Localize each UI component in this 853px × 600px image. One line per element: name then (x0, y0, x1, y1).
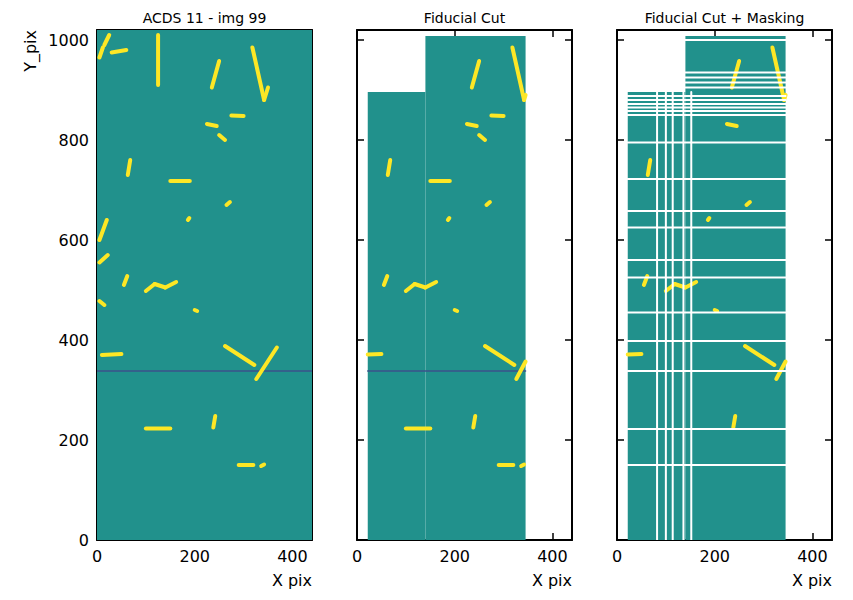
svg-text:400: 400 (277, 547, 308, 566)
svg-text:800: 800 (58, 131, 89, 150)
svg-text:ACDS 11 - img 99: ACDS 11 - img 99 (143, 10, 267, 26)
svg-text:0: 0 (352, 547, 362, 566)
svg-text:1000: 1000 (48, 31, 89, 50)
svg-text:X pix: X pix (272, 571, 312, 590)
svg-text:200: 200 (699, 547, 730, 566)
svg-text:X pix: X pix (532, 571, 572, 590)
svg-text:Fiducial Cut + Masking: Fiducial Cut + Masking (645, 10, 805, 26)
svg-text:Fiducial Cut: Fiducial Cut (424, 10, 506, 26)
svg-text:600: 600 (58, 231, 89, 250)
svg-text:200: 200 (179, 547, 210, 566)
svg-text:0: 0 (612, 547, 622, 566)
svg-text:X pix: X pix (792, 571, 832, 590)
svg-text:0: 0 (92, 547, 102, 566)
svg-text:0: 0 (79, 531, 89, 550)
svg-text:400: 400 (537, 547, 568, 566)
svg-text:Y_pix: Y_pix (21, 30, 41, 73)
svg-text:200: 200 (58, 431, 89, 450)
svg-text:200: 200 (439, 547, 470, 566)
svg-text:400: 400 (58, 331, 89, 350)
svg-text:400: 400 (797, 547, 828, 566)
